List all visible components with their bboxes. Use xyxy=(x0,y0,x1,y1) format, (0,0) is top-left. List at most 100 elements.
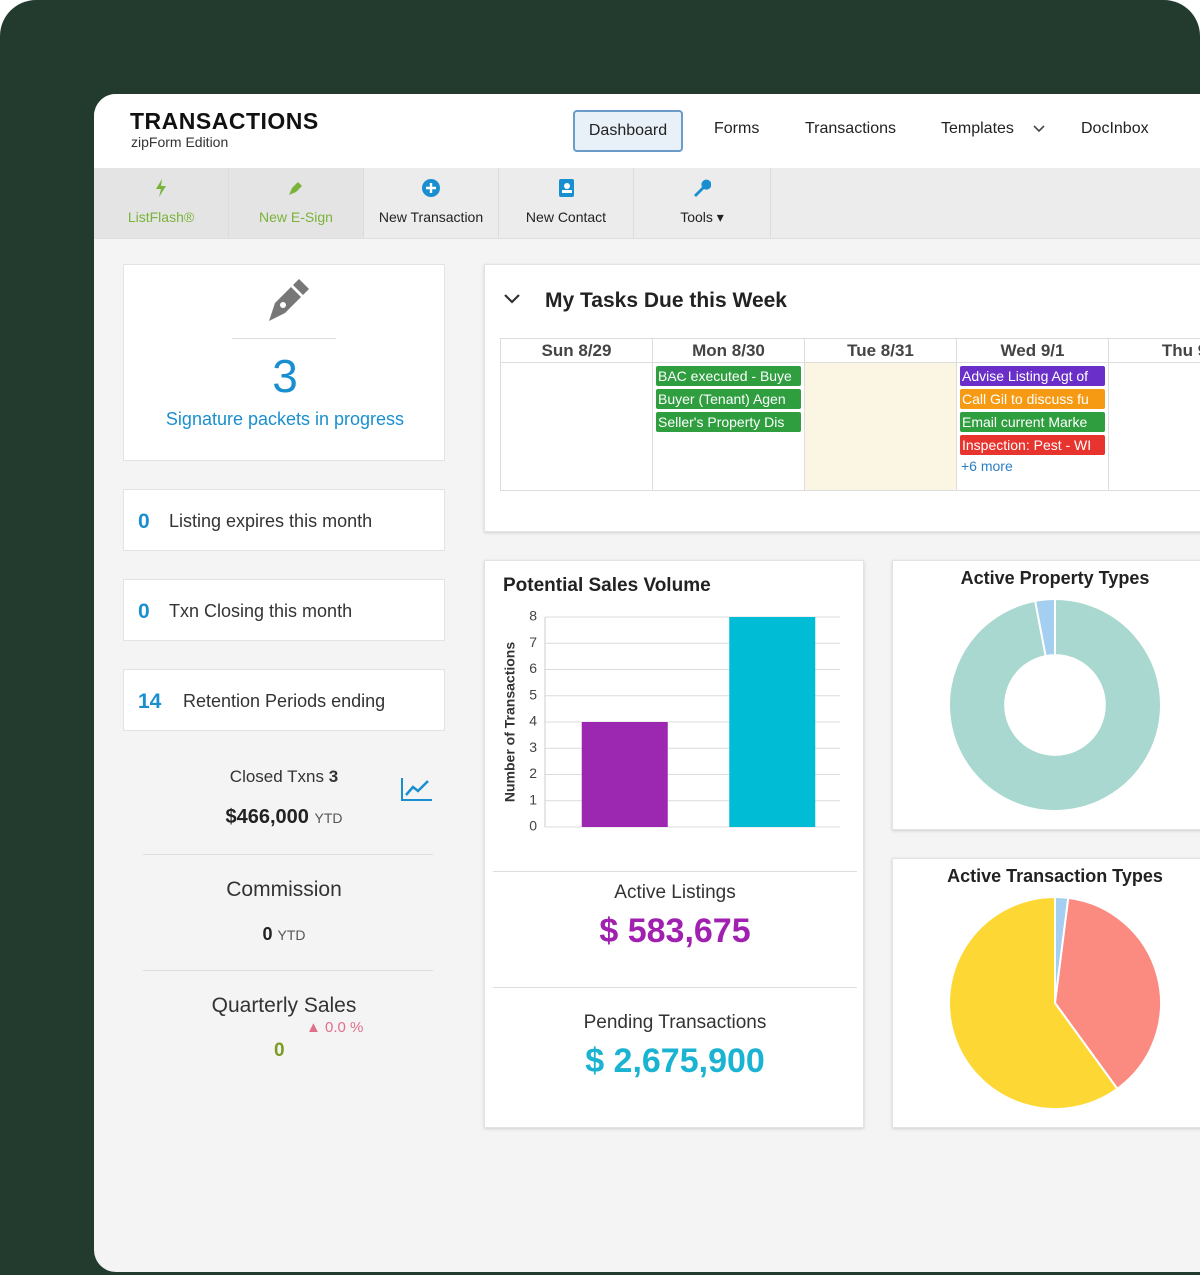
y-tick-label: 8 xyxy=(529,608,537,624)
app-window: TRANSACTIONS zipForm Edition Dashboard F… xyxy=(94,94,1200,1272)
toolbar-label: New E-Sign xyxy=(259,209,333,225)
icon xyxy=(694,179,711,197)
y-tick-label: 1 xyxy=(529,791,537,807)
day-header: Thu 9 xyxy=(1108,338,1200,363)
quarterly-change-row: ▲ 0.0 % xyxy=(306,1019,364,1036)
quarterly-value: 0 xyxy=(274,1040,285,1061)
divider xyxy=(232,338,336,339)
day-header: Mon 8/30 xyxy=(652,338,805,363)
toolbar-button[interactable]: Tools ▾ xyxy=(634,168,771,238)
chart-title: Potential Sales Volume xyxy=(503,575,711,596)
trend-icon[interactable] xyxy=(400,776,434,802)
nav-tab[interactable]: Dashboard xyxy=(573,110,683,152)
y-tick-label: 4 xyxy=(529,713,537,729)
y-tick-label: 0 xyxy=(529,818,537,834)
calendar: Sun 8/29 Mon 8/30 BAC executed - Buye Buyer… xyxy=(500,338,1200,493)
y-tick-label: 7 xyxy=(529,634,537,650)
quarterly-change: 0.0 % xyxy=(325,1019,364,1036)
stat-label: Retention Periods ending xyxy=(183,691,386,711)
day-cell: Advise Listing Agt of Call Gil to discuss… xyxy=(956,363,1109,491)
dropdown-icon xyxy=(1033,125,1045,133)
y-axis-label: Number of Transactions xyxy=(502,642,518,802)
stat-value: 14 xyxy=(138,690,162,713)
nav-tab[interactable]: Templates xyxy=(941,120,1014,137)
signature-count: 3 xyxy=(272,350,298,402)
collapse-icon[interactable] xyxy=(503,293,521,305)
slice xyxy=(948,895,1119,1110)
pen-icon xyxy=(269,279,309,321)
slice xyxy=(1033,597,1056,658)
tasks-panel: My Tasks Due this Week Sun 8/29 Mon 8/30 B… xyxy=(484,264,1200,532)
toolbar-text: Tools xyxy=(680,209,713,225)
task-item[interactable]: Advise Listing Agt of xyxy=(960,366,1105,386)
day-cell xyxy=(804,363,957,491)
tasks-title: My Tasks Due this Week xyxy=(545,289,787,312)
toolbar-button[interactable]: New Contact xyxy=(499,168,634,238)
nav-tab[interactable]: Transactions xyxy=(805,120,896,137)
signature-label: Signature packets in progress xyxy=(165,409,405,429)
commission-unit: YTD xyxy=(277,927,306,943)
day-cell: BAC executed - Buye Buyer (Tenant) Agen Se… xyxy=(652,363,805,491)
y-tick-label: 3 xyxy=(529,739,537,755)
chart-title: Active Property Types xyxy=(961,568,1150,588)
toolbar-label: ListFlash® xyxy=(127,209,195,225)
slice xyxy=(948,597,1162,812)
closed-row: Closed Txns 3 xyxy=(123,767,445,787)
app-subtitle: zipForm Edition xyxy=(131,134,229,150)
stat-value: 0 xyxy=(138,600,150,623)
day-header: Sun 8/29 xyxy=(500,338,653,363)
y-tick-label: 6 xyxy=(529,660,537,676)
closed-unit: YTD xyxy=(314,810,343,826)
stat-value: 0 xyxy=(138,510,150,533)
charts-layer: Potential Sales Volume Number of Transact… xyxy=(502,568,1163,1110)
icon xyxy=(559,179,574,197)
y-tick-label: 5 xyxy=(529,686,537,702)
icon xyxy=(422,179,440,197)
day-cell xyxy=(1108,363,1200,491)
summary-label: Active Listings xyxy=(614,882,736,903)
chart-title: Active Transaction Types xyxy=(947,866,1163,886)
commission-value: 0 xyxy=(262,924,273,944)
closed-amount-row: $466,000 YTD xyxy=(123,806,445,829)
closed-amount: $466,000 xyxy=(225,806,309,828)
task-item[interactable]: Seller's Property Dis xyxy=(656,412,801,432)
header: TRANSACTIONS zipForm Edition Dashboard F… xyxy=(94,94,1200,168)
toolbar-label: New Transaction xyxy=(378,209,484,225)
task-item[interactable]: Email current Marke xyxy=(960,412,1105,432)
nav-tab[interactable]: Forms xyxy=(714,120,760,137)
task-item[interactable]: Call Gil to discuss fu xyxy=(960,389,1105,409)
nav-tab[interactable]: DocInbox xyxy=(1081,120,1149,137)
more-link[interactable]: +6 more xyxy=(961,458,1013,474)
toolbar-button[interactable]: New E-Sign xyxy=(229,168,364,238)
task-item[interactable]: Buyer (Tenant) Agen xyxy=(656,389,801,409)
y-tick-label: 2 xyxy=(529,765,537,781)
commission-label: Commission xyxy=(226,878,342,901)
stat-label: Listing expires this month xyxy=(169,511,373,531)
icon xyxy=(289,182,302,195)
stat-card[interactable]: 0 Txn Closing this month xyxy=(123,579,445,641)
task-item[interactable]: Inspection: Pest - WI xyxy=(960,435,1105,455)
divider xyxy=(143,970,433,971)
divider xyxy=(143,854,433,855)
summary-value: $ 583,675 xyxy=(599,912,751,950)
day-header: Wed 9/1 xyxy=(956,338,1109,363)
toolbar: ListFlash® New E-Sign New Transaction Ne… xyxy=(94,168,1200,239)
stat-label: Txn Closing this month xyxy=(169,601,353,621)
slice xyxy=(1053,896,1162,1091)
icon xyxy=(156,179,166,197)
divider xyxy=(493,987,857,988)
toolbar-button[interactable]: New Transaction xyxy=(364,168,499,238)
app-title: TRANSACTIONS xyxy=(130,108,319,134)
summary-value: $ 2,675,900 xyxy=(585,1042,765,1080)
day-cell xyxy=(500,363,653,491)
bar xyxy=(581,722,668,827)
closed-label: Closed Txns xyxy=(229,767,324,786)
toolbar-button[interactable]: ListFlash® xyxy=(94,168,229,238)
stat-card[interactable]: 14 Retention Periods ending xyxy=(123,669,445,731)
stat-card[interactable]: 0 Listing expires this month xyxy=(123,489,445,551)
summary-label: Pending Transactions xyxy=(583,1012,767,1033)
signature-card[interactable]: 3 Signature packets in progress xyxy=(123,264,445,461)
task-item[interactable]: BAC executed - Buye xyxy=(656,366,801,386)
toolbar-label: Tools ▾ xyxy=(680,209,724,225)
